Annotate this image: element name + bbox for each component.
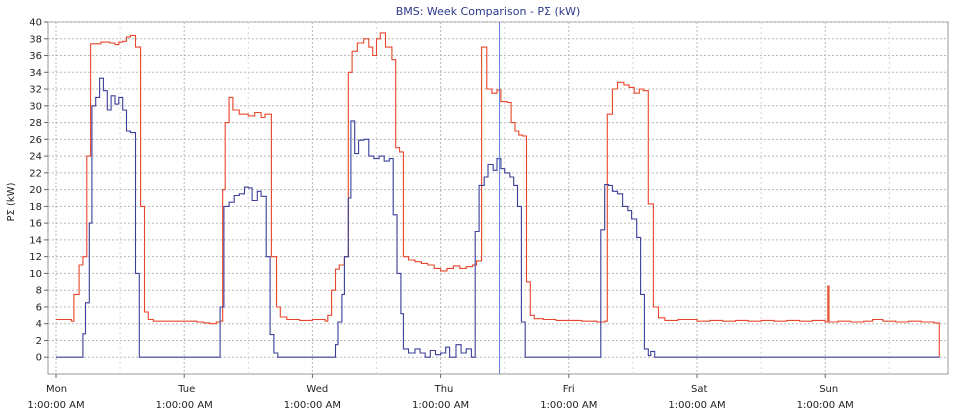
y-tick-label: 24 <box>29 152 42 163</box>
y-tick-label: 34 <box>29 68 42 79</box>
series-1-line <box>56 32 940 358</box>
y-axis-label: PΣ (kW) <box>6 182 17 221</box>
x-tick-day-label: Thu <box>434 384 454 395</box>
y-tick-label: 32 <box>29 85 42 96</box>
x-tick-time-label: 1:00:00 AM <box>797 400 854 411</box>
y-tick-label: 12 <box>29 252 42 263</box>
x-axis-ticks: Mon 1:00:00 AM Tue 1:00:00 AM Wed 1:00:00 AM T… <box>27 374 854 411</box>
x-tick-day-label: Mon <box>46 384 67 395</box>
y-tick-label: 20 <box>29 185 42 196</box>
x-tick-time-label: 1:00:00 AM <box>668 400 725 411</box>
y-tick-label: 22 <box>29 168 42 179</box>
y-tick-label: 38 <box>29 34 42 45</box>
y-tick-label: 0 <box>36 353 42 364</box>
y-tick-label: 30 <box>29 101 42 112</box>
y-tick-label: 10 <box>29 269 42 280</box>
y-tick-label: 36 <box>29 51 42 62</box>
y-tick-label: 40 <box>29 18 42 29</box>
x-tick-time-label: 1:00:00 AM <box>27 400 84 411</box>
x-tick-time-label: 1:00:00 AM <box>540 400 597 411</box>
plot-area <box>47 21 949 375</box>
y-tick-label: 16 <box>29 219 42 230</box>
y-tick-label: 18 <box>29 202 42 213</box>
y-tick-label: 6 <box>36 302 42 313</box>
x-tick-time-label: 1:00:00 AM <box>412 400 469 411</box>
x-tick-time-label: 1:00:00 AM <box>284 400 341 411</box>
y-tick-label: 4 <box>36 319 42 330</box>
y-tick-label: 28 <box>29 118 42 129</box>
y-tick-label: 14 <box>29 235 42 246</box>
series-lines <box>56 32 940 358</box>
x-tick-time-label: 1:00:00 AM <box>156 400 213 411</box>
x-tick-day-label: Sat <box>691 384 707 395</box>
y-tick-label: 8 <box>36 286 42 297</box>
y-tick-label: 2 <box>36 336 42 347</box>
x-tick-day-label: Fri <box>563 384 575 395</box>
chart-title: BMS: Week Comparison - PΣ (kW) <box>396 5 581 18</box>
x-tick-day-label: Wed <box>306 384 328 395</box>
y-tick-label: 26 <box>29 135 42 146</box>
x-tick-day-label: Tue <box>177 384 195 395</box>
x-tick-day-label: Sun <box>819 384 838 395</box>
series-2-line <box>56 77 940 358</box>
